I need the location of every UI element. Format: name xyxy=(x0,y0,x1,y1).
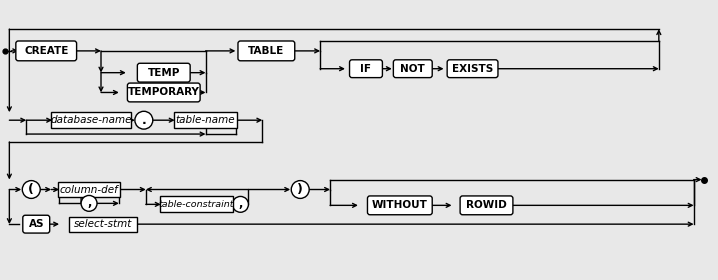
Text: database-name: database-name xyxy=(50,115,132,125)
Text: CREATE: CREATE xyxy=(24,46,68,56)
FancyBboxPatch shape xyxy=(23,215,50,233)
Text: (: ( xyxy=(28,183,34,196)
Text: select-stmt: select-stmt xyxy=(74,219,132,229)
Text: TEMPORARY: TEMPORARY xyxy=(128,87,200,97)
FancyBboxPatch shape xyxy=(174,112,238,128)
Text: table-name: table-name xyxy=(176,115,236,125)
Circle shape xyxy=(22,181,40,199)
Text: ): ) xyxy=(297,183,303,196)
Text: .: . xyxy=(141,114,146,127)
Text: WITHOUT: WITHOUT xyxy=(372,200,428,210)
Text: ROWID: ROWID xyxy=(466,200,507,210)
FancyBboxPatch shape xyxy=(160,197,233,212)
Text: column-def: column-def xyxy=(60,185,118,195)
FancyBboxPatch shape xyxy=(51,112,131,128)
Text: TEMP: TEMP xyxy=(148,68,180,78)
Circle shape xyxy=(135,111,153,129)
Text: table-constraint: table-constraint xyxy=(159,200,234,209)
FancyBboxPatch shape xyxy=(238,41,295,61)
FancyBboxPatch shape xyxy=(350,60,383,78)
Circle shape xyxy=(233,197,248,212)
FancyBboxPatch shape xyxy=(368,196,432,215)
Text: AS: AS xyxy=(29,219,44,229)
FancyBboxPatch shape xyxy=(447,60,498,78)
FancyBboxPatch shape xyxy=(58,182,120,197)
Circle shape xyxy=(292,181,309,199)
Text: ,: , xyxy=(87,198,91,208)
Text: TABLE: TABLE xyxy=(248,46,284,56)
FancyBboxPatch shape xyxy=(137,63,190,82)
FancyBboxPatch shape xyxy=(16,41,77,61)
FancyBboxPatch shape xyxy=(393,60,432,78)
Text: NOT: NOT xyxy=(401,64,425,74)
Text: EXISTS: EXISTS xyxy=(452,64,493,74)
Text: ,: , xyxy=(238,199,243,209)
Text: IF: IF xyxy=(360,64,371,74)
FancyBboxPatch shape xyxy=(460,196,513,215)
FancyBboxPatch shape xyxy=(127,83,200,102)
FancyBboxPatch shape xyxy=(69,217,137,232)
Circle shape xyxy=(81,195,97,211)
